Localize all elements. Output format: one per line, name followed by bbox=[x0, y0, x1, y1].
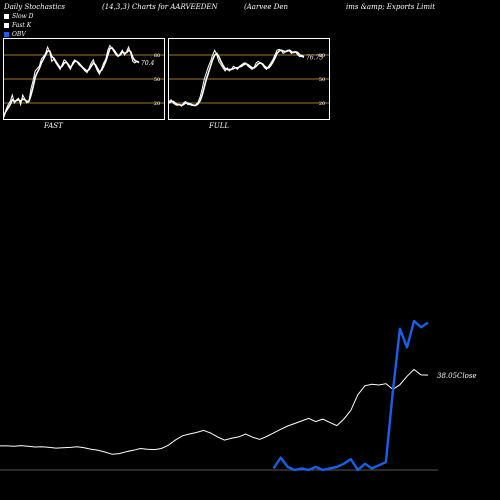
legend-item-fast-k: Fast K bbox=[4, 21, 34, 30]
legend-item-slow-d: Slow D bbox=[4, 12, 34, 21]
fast-tick-label: 20 bbox=[154, 101, 160, 107]
full-last-value-label: 76.75 bbox=[306, 55, 323, 62]
fast-stochastic-panel: 80 50 20 70.4 bbox=[3, 38, 165, 120]
legend-swatch-slow-d bbox=[4, 14, 9, 19]
close-last-value-label: 38.05Close bbox=[437, 372, 477, 380]
legend: Slow D Fast K OBV bbox=[4, 12, 34, 39]
full-series-slow-d bbox=[168, 49, 305, 107]
legend-label-fast-k: Fast K bbox=[12, 22, 32, 29]
full-tick-label: 20 bbox=[319, 101, 325, 107]
company-name-cont: ims &amp; Exports Limit bbox=[346, 3, 436, 11]
chart-params: (14,3,3) Charts for AARVEEDEN bbox=[102, 3, 218, 11]
legend-swatch-fast-k bbox=[4, 23, 9, 28]
fast-panel-title: FAST bbox=[44, 122, 63, 130]
chart-title: Daily Stochastics bbox=[4, 3, 66, 11]
legend-label-slow-d: Slow D bbox=[12, 13, 34, 20]
obv-line bbox=[272, 319, 429, 472]
company-name: (Aarvee Den bbox=[244, 3, 289, 11]
fast-series-slow-d bbox=[3, 46, 140, 116]
fast-last-value-label: 70.4 bbox=[141, 60, 155, 67]
fast-tick-label: 80 bbox=[154, 53, 160, 59]
legend-item-obv: OBV bbox=[4, 30, 34, 39]
full-stochastic-panel: 80 50 20 76.75 bbox=[168, 38, 330, 120]
full-tick-label: 80 bbox=[319, 53, 325, 59]
legend-swatch-obv bbox=[4, 32, 9, 37]
fast-tick-label: 50 bbox=[154, 77, 160, 83]
close-price-line bbox=[0, 368, 429, 455]
full-panel-title: FULL bbox=[209, 122, 230, 130]
full-tick-label: 50 bbox=[319, 77, 325, 83]
legend-label-obv: OBV bbox=[12, 31, 26, 38]
